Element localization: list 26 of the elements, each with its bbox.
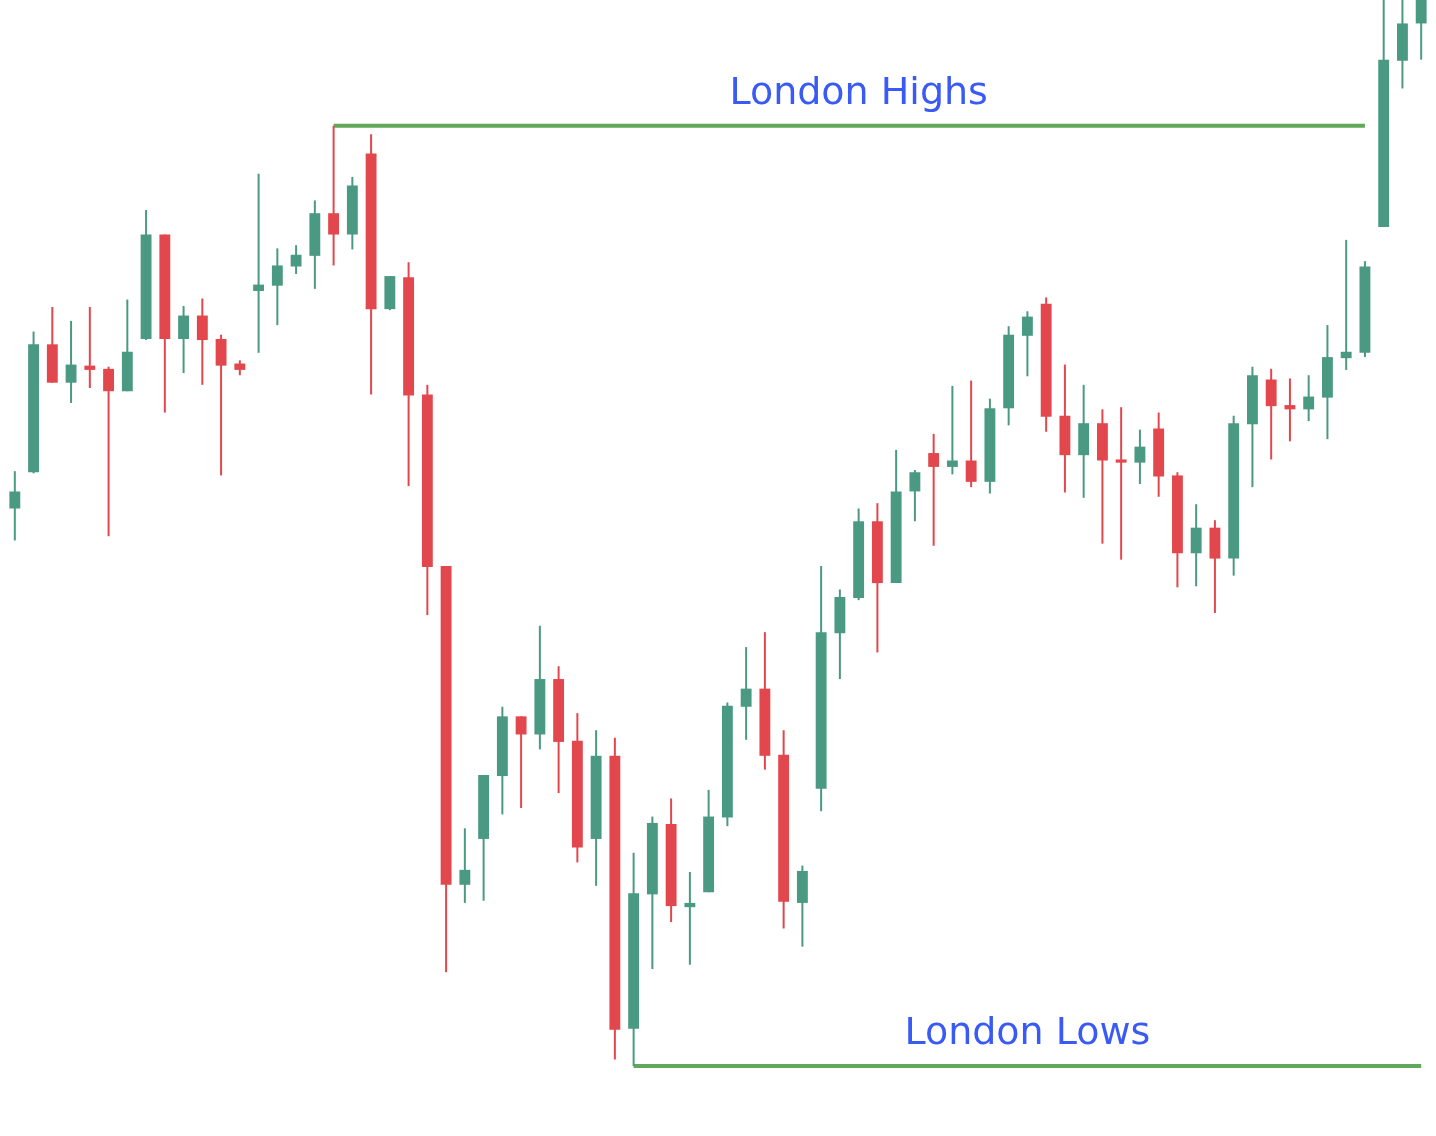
candlestick (1303, 374, 1315, 423)
ref-line-label: London Highs (729, 68, 988, 113)
candlestick (740, 646, 752, 741)
candlestick (65, 319, 77, 404)
candlestick (459, 827, 471, 904)
candlestick (178, 304, 190, 375)
candlestick (271, 247, 283, 327)
candlestick (515, 715, 527, 810)
candlestick (103, 365, 115, 538)
ref-line-label: London Lows (904, 1009, 1151, 1053)
candlestick (1021, 310, 1033, 378)
candlestick (946, 384, 958, 476)
candlestick (965, 379, 977, 489)
candlestick (253, 172, 265, 354)
candlestick (1284, 377, 1296, 443)
candlestick (1134, 428, 1146, 485)
candlestick (84, 306, 96, 390)
candlestick (290, 244, 302, 275)
candlestick (9, 470, 21, 542)
candlestick (1415, 0, 1427, 61)
candlestick (1115, 406, 1127, 561)
candlestick (328, 124, 340, 267)
candlestick (909, 469, 921, 523)
candlestick (684, 870, 696, 966)
candlestick (1340, 238, 1352, 371)
candlestick (928, 432, 940, 547)
